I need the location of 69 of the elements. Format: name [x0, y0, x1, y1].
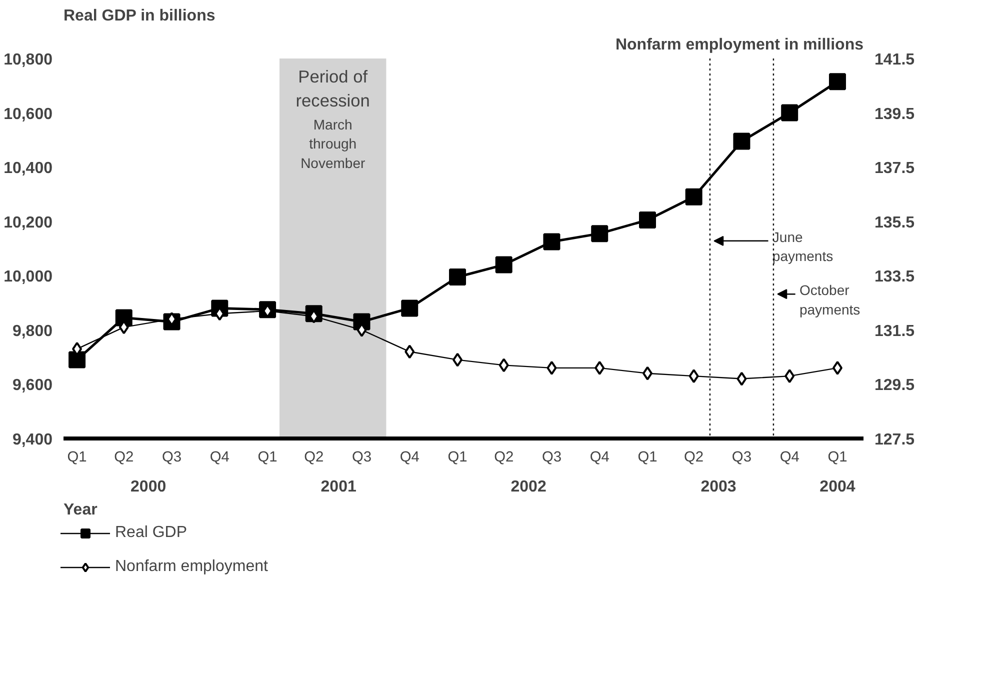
x-tick-label: Q1 — [258, 450, 278, 466]
annotation: March through November — [300, 116, 366, 171]
ref-line-label: June payments — [772, 228, 834, 264]
y-tick-label: 9,400 — [12, 432, 53, 448]
legend-label: Nonfarm employment — [115, 558, 268, 576]
text: 2001 — [320, 478, 356, 496]
point — [591, 225, 608, 242]
y-tick-label: 10,800 — [4, 52, 53, 68]
y2-tick-label: 129.5 — [874, 377, 915, 394]
y2-tick-label: 139.5 — [874, 106, 915, 123]
y-tick-label: 10,400 — [4, 160, 53, 178]
x-tick-label: Q2 — [684, 450, 704, 466]
x-tick-label: Q3 — [162, 450, 182, 466]
x-tick-label: Q1 — [448, 450, 468, 466]
x-tick-label: Q3 — [352, 450, 372, 466]
point — [495, 256, 512, 274]
point — [781, 104, 798, 122]
point — [688, 369, 699, 384]
ref-line-label: October payments — [799, 282, 860, 318]
y2-tick-label: 141.5 — [874, 52, 915, 68]
point — [404, 344, 415, 359]
x-tick-label: Q4 — [210, 450, 230, 466]
band-label: Period of recession — [296, 66, 370, 110]
point — [784, 369, 795, 384]
x-tick-label: Q3 — [732, 450, 752, 466]
point — [736, 372, 747, 386]
x-tick-label: Q2 — [304, 450, 324, 466]
point — [832, 360, 842, 375]
y2-tick-label: 137.5 — [874, 160, 915, 178]
y2-tick-label: 131.5 — [874, 322, 915, 340]
point — [543, 233, 560, 250]
y2-axis-title: Nonfarm employment in millions — [615, 36, 864, 54]
x-tick-label: Q2 — [494, 450, 514, 466]
y-tick-label: 10,600 — [4, 106, 53, 123]
y2-tick-label: 127.5 — [874, 432, 915, 448]
point — [546, 360, 557, 375]
point — [638, 212, 656, 228]
x-tick-label: Q1 — [828, 450, 848, 466]
y-tick-label: 10,200 — [4, 214, 53, 232]
x-tick-label: Q1 — [638, 450, 658, 466]
x-tick-label: Q1 — [67, 450, 87, 466]
x-tick-label: Q2 — [114, 450, 134, 466]
y-tick-label: 9,800 — [12, 322, 53, 340]
x-tick-label: Q4 — [780, 450, 800, 466]
y2-tick-label: 133.5 — [874, 268, 915, 286]
text: 2003 — [700, 478, 736, 496]
y2-tick-label: 135.5 — [874, 214, 915, 232]
x-tick-label: Q3 — [542, 450, 562, 466]
point — [498, 358, 509, 372]
legend-label: Real GDP — [115, 524, 188, 542]
y-tick-label: 10,000 — [4, 268, 53, 286]
point — [115, 309, 132, 326]
point — [449, 268, 466, 286]
text: 2002 — [510, 478, 546, 496]
point — [401, 300, 418, 317]
x-tick-label: Q4 — [400, 450, 420, 466]
point — [642, 366, 652, 380]
text: 2000 — [130, 478, 166, 496]
text: 2004 — [820, 478, 856, 496]
point — [828, 73, 846, 90]
point — [68, 351, 86, 368]
x-tick-label: Q4 — [590, 450, 610, 466]
point — [452, 352, 463, 367]
point — [594, 360, 605, 375]
x-axis-title: Year — [64, 502, 98, 518]
y-tick-label: 9,600 — [12, 377, 53, 394]
point — [685, 188, 702, 206]
point — [733, 132, 750, 150]
y-axis-title: Real GDP in billions — [64, 8, 216, 24]
